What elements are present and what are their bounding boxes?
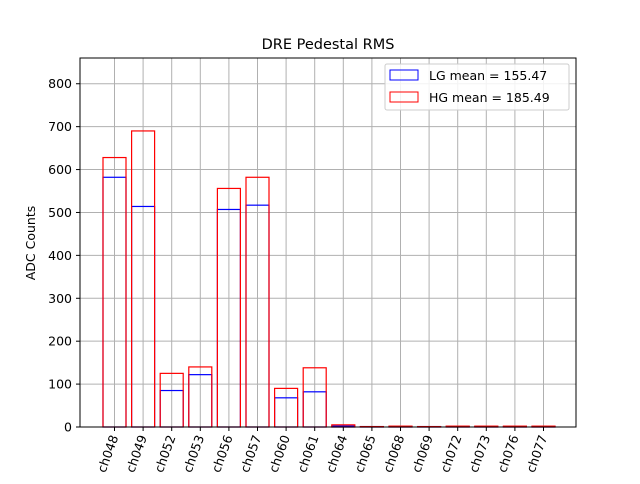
legend: LG mean = 155.47 HG mean = 185.49 (385, 64, 569, 110)
legend-label-hg: HG mean = 185.49 (429, 90, 550, 105)
y-tick-label: 100 (48, 377, 72, 392)
y-tick-label: 400 (48, 248, 72, 263)
y-tick-label: 0 (64, 420, 72, 435)
y-tick-label: 300 (48, 291, 72, 306)
y-axis-label: ADC Counts (23, 206, 38, 281)
y-tick-label: 600 (48, 162, 72, 177)
y-tick-label: 800 (48, 76, 72, 91)
chart-title: DRE Pedestal RMS (262, 37, 395, 53)
y-tick-label: 200 (48, 334, 72, 349)
legend-label-lg: LG mean = 155.47 (429, 68, 547, 83)
y-tick-label: 500 (48, 205, 72, 220)
y-tick-label: 700 (48, 119, 72, 134)
